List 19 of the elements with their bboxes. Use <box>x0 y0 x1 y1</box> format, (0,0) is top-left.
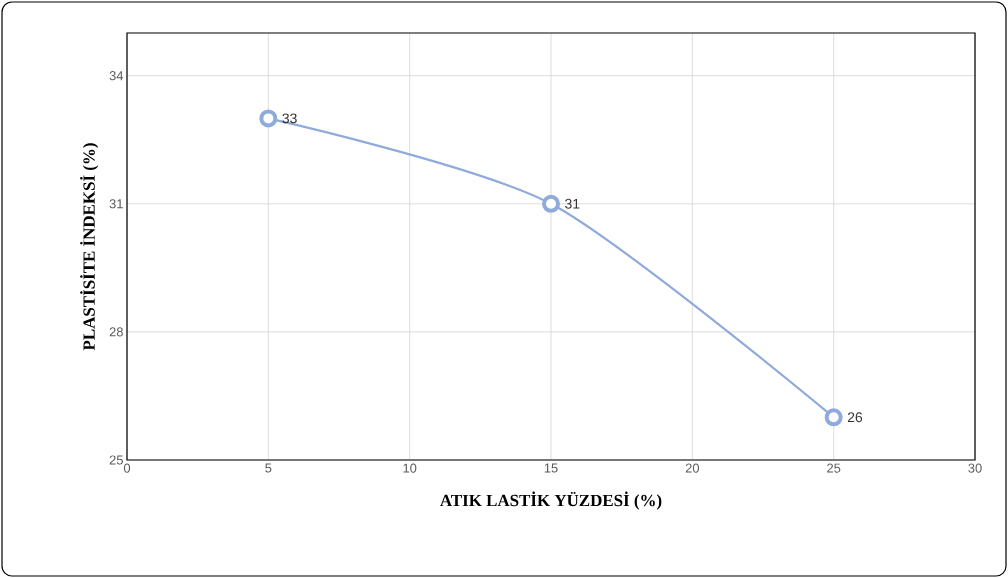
point <box>259 109 278 128</box>
y-tick-label: 25 <box>109 455 123 465</box>
x-tick-label: 5 <box>265 463 272 473</box>
y-tick-label: 31 <box>109 199 123 209</box>
x-tick-label: 15 <box>544 463 558 473</box>
x-tick-label: 20 <box>685 463 700 473</box>
data-label: 31 <box>565 198 580 209</box>
x-tick-label: 25 <box>827 463 841 473</box>
x-tick-label: 10 <box>403 463 417 473</box>
data-label: 33 <box>282 113 297 124</box>
x-tick-label: 30 <box>968 463 982 473</box>
y-axis-title: PLASTİSİTE İNDEKSİ (%) <box>80 143 99 351</box>
x-tick-label: 0 <box>123 463 131 473</box>
x-axis-title: ATIK LASTİK YÜZDESİ (%) <box>440 491 662 510</box>
y-tick-label: 28 <box>109 327 123 337</box>
y-tick-label: 34 <box>109 71 124 81</box>
data-label: 26 <box>847 412 863 423</box>
point <box>824 408 843 427</box>
point <box>542 194 561 213</box>
